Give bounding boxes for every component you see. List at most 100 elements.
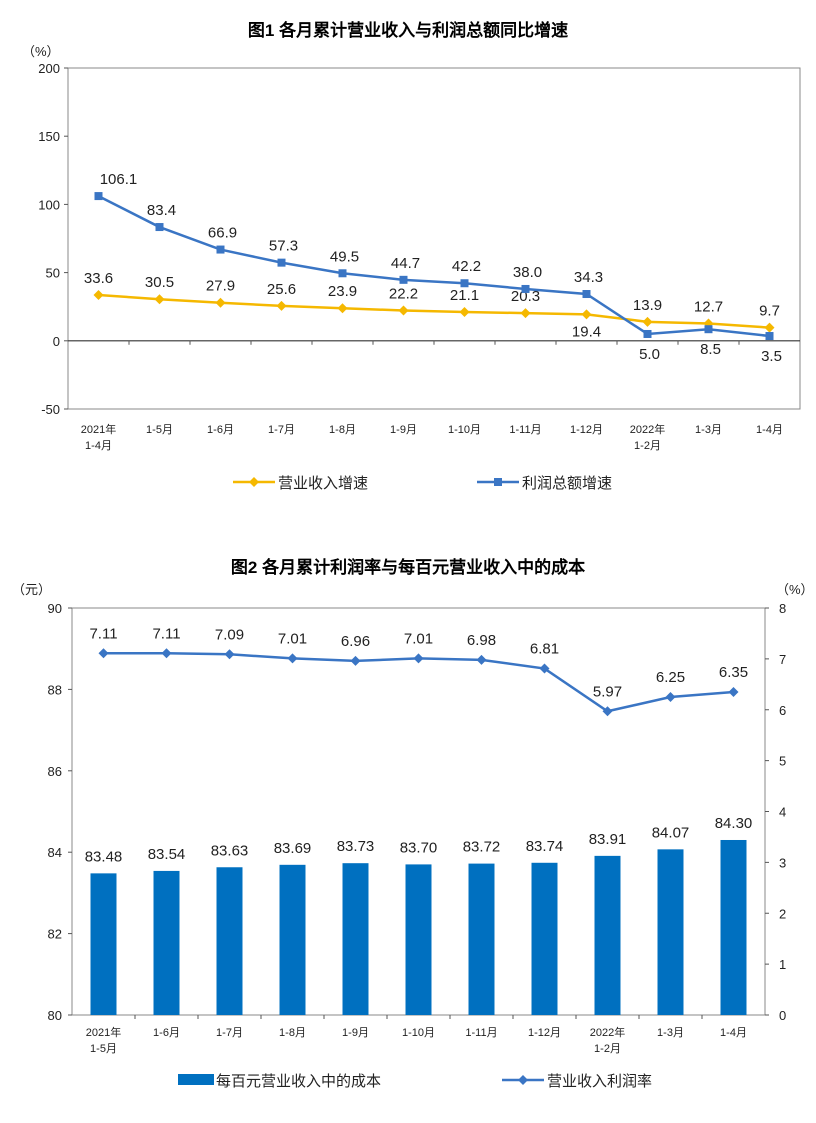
cost-bar-label: 83.70 — [400, 839, 438, 856]
profit-growth-point — [155, 223, 164, 232]
profit-growth-point — [460, 279, 469, 288]
x-tick-label: 1-9月 — [342, 1027, 369, 1039]
right-y-tick-label: 2 — [779, 906, 786, 921]
profit-growth-point — [643, 329, 652, 338]
profit-margin-label: 6.35 — [719, 664, 748, 681]
profit-growth-point — [765, 332, 774, 341]
profit-growth-label: 57.3 — [269, 238, 298, 255]
revenue-growth-point — [459, 307, 470, 318]
profit-growth-label: 3.5 — [761, 348, 782, 365]
profit-margin-point — [539, 663, 550, 674]
revenue-growth-point — [398, 305, 409, 316]
cost-bar — [279, 864, 306, 1015]
x-tick-label: 1-6月 — [207, 424, 234, 436]
cost-bar-label: 84.07 — [652, 824, 690, 841]
cost-bar-label: 83.72 — [463, 839, 501, 856]
x-tick-label: 1-7月 — [216, 1027, 243, 1039]
revenue-growth-point — [93, 289, 104, 300]
cost-bar-label: 84.30 — [715, 815, 753, 832]
x-tick-label: 1-8月 — [329, 424, 356, 436]
revenue-growth-label: 21.1 — [450, 287, 479, 304]
x-tick-label: 1-12月 — [528, 1027, 561, 1039]
profit-margin-label: 6.81 — [530, 641, 559, 658]
profit-growth-point — [582, 290, 591, 299]
profit-margin-point — [224, 649, 235, 660]
revenue-growth-point — [337, 303, 348, 314]
chart1-title: 图1 各月累计营业收入与利润总额同比增速 — [248, 20, 568, 40]
profit-growth-point — [338, 269, 347, 278]
x-tick-label: 1-10月 — [448, 424, 481, 436]
y-tick-label: 200 — [38, 61, 60, 76]
x-tick-label: 1-4月 — [720, 1027, 747, 1039]
x-tick-label: 1-6月 — [153, 1027, 180, 1039]
cost-bar — [657, 849, 684, 1015]
profit-growth-label: 5.0 — [639, 346, 660, 363]
profit-margin-label: 6.96 — [341, 633, 370, 650]
revenue-growth-label: 9.7 — [759, 303, 780, 320]
right-y-tick-label: 3 — [779, 855, 786, 870]
legend-margin-label: 营业收入利润率 — [547, 1073, 652, 1090]
x-tick-label: 1-7月 — [268, 424, 295, 436]
x-tick-label: 1-2月 — [594, 1043, 621, 1055]
x-tick-label: 2021年 — [81, 422, 116, 436]
cost-bar — [153, 870, 180, 1015]
revenue-growth-label: 30.5 — [145, 274, 174, 291]
legend-revenue-label: 营业收入增速 — [278, 475, 368, 492]
revenue-growth-label: 22.2 — [389, 286, 418, 303]
x-tick-label: 2022年 — [630, 422, 665, 436]
profit-growth-point — [216, 245, 225, 254]
legend-profit-label: 利润总额增速 — [522, 475, 612, 492]
profit-growth-label: 38.0 — [513, 264, 542, 281]
x-tick-label: 1-12月 — [570, 424, 603, 436]
profit-growth-point — [704, 325, 713, 334]
right-y-tick-label: 7 — [779, 652, 786, 667]
x-tick-label: 1-10月 — [402, 1027, 435, 1039]
x-tick-label: 1-4月 — [756, 424, 783, 436]
y-tick-label: -50 — [41, 402, 60, 417]
profit-margin-label: 7.01 — [404, 630, 433, 647]
x-tick-label: 1-4月 — [85, 440, 112, 452]
x-tick-label: 1-2月 — [634, 440, 661, 452]
profit-growth-label: 49.5 — [330, 248, 359, 265]
profit-margin-point — [413, 653, 424, 664]
profit-growth-label: 42.2 — [452, 258, 481, 275]
profit-growth-line — [97, 194, 770, 338]
profit-growth-label: 106.1 — [100, 171, 138, 188]
y-tick-label: 150 — [38, 129, 60, 144]
revenue-growth-label: 27.9 — [206, 278, 235, 295]
x-tick-label: 1-3月 — [695, 424, 722, 436]
profit-margin-point — [350, 655, 361, 666]
x-tick-label: 1-3月 — [657, 1027, 684, 1039]
y-tick-label: 0 — [53, 334, 60, 349]
profit-growth-label: 44.7 — [391, 255, 420, 272]
cost-bar-label: 83.63 — [211, 842, 249, 859]
left-y-tick-label: 90 — [48, 601, 62, 616]
profit-margin-point — [728, 686, 739, 697]
left-y-tick-label: 86 — [48, 764, 62, 779]
profit-growth-label: 83.4 — [147, 202, 176, 219]
x-tick-label: 1-11月 — [509, 424, 541, 436]
revenue-growth-label: 25.6 — [267, 281, 296, 298]
left-y-tick-label: 80 — [48, 1008, 62, 1023]
profit-margin-point — [476, 654, 487, 665]
cost-bar — [90, 873, 117, 1015]
left-y-tick-label: 84 — [48, 845, 62, 860]
x-tick-label: 1-5月 — [90, 1043, 117, 1055]
y-tick-label: 50 — [46, 266, 60, 281]
right-y-tick-label: 5 — [779, 754, 786, 769]
legend-margin-marker — [518, 1075, 528, 1085]
x-tick-label: 1-5月 — [146, 424, 173, 436]
revenue-growth-point — [215, 297, 226, 308]
profit-margin-point — [602, 706, 613, 717]
profit-margin-label: 6.25 — [656, 669, 685, 686]
profit-growth-label: 66.9 — [208, 225, 237, 242]
right-y-tick-label: 4 — [779, 805, 786, 820]
profit-margin-label: 7.01 — [278, 630, 307, 647]
profit-growth-point — [399, 275, 408, 284]
revenue-growth-point — [276, 300, 287, 311]
profit-growth-point — [277, 258, 286, 267]
revenue-growth-point — [520, 308, 531, 319]
profit-growth-point — [521, 284, 530, 293]
profit-growth-point — [94, 192, 103, 201]
revenue-growth-label: 33.6 — [84, 270, 113, 287]
